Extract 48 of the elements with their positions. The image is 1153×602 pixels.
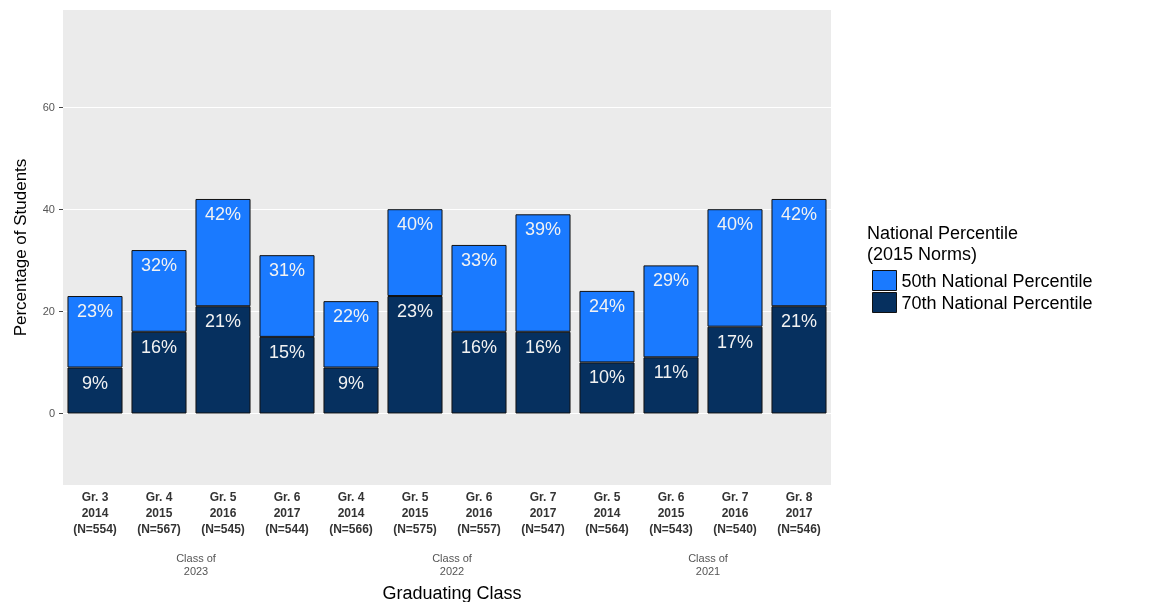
total-label: 33% <box>460 249 498 270</box>
x-tick-label: Gr. 6 2016 (N=557) <box>457 490 501 536</box>
x-tick-label: Gr. 7 2016 (N=540) <box>713 490 757 536</box>
total-label: 40% <box>396 214 434 235</box>
total-label: 42% <box>204 203 242 224</box>
data-label: 21% <box>780 311 818 332</box>
total-label: 29% <box>652 270 690 291</box>
x-tick-label: Gr. 6 2017 (N=544) <box>265 490 309 536</box>
total-label: 40% <box>716 214 754 235</box>
text: Class of 2023 <box>176 551 217 577</box>
total-label: 24% <box>588 295 626 316</box>
total-label: 42% <box>780 203 818 224</box>
x-axis-title: Graduating Class <box>382 583 522 602</box>
data-label: 9% <box>337 372 365 393</box>
x-tick-label: Gr. 7 2017 (N=547) <box>521 490 565 536</box>
data-label: 23% <box>396 301 434 322</box>
x-tick-label: Gr. 8 2017 (N=546) <box>777 490 821 536</box>
data-label: 16% <box>140 336 178 357</box>
data-label: 17% <box>716 331 754 352</box>
text: Class of 2021 <box>688 551 729 577</box>
legend-label: 70th National Percentile <box>901 292 1093 313</box>
data-label: 16% <box>460 336 498 357</box>
data-label: 21% <box>204 311 242 332</box>
x-tick-label: Gr. 4 2014 (N=566) <box>329 490 373 536</box>
x-tick-label: Gr. 6 2015 (N=543) <box>649 490 693 536</box>
legend-title: National Percentile (2015 Norms) <box>867 222 1019 264</box>
total-label: 39% <box>524 219 562 240</box>
y-axis-title: Percentage of Students <box>11 158 30 337</box>
data-label: 16% <box>524 336 562 357</box>
legend-label: 50th National Percentile <box>901 270 1093 291</box>
y-tick-label: 20 <box>42 305 55 318</box>
total-label: 31% <box>268 260 306 281</box>
text: Class of 2022 <box>432 551 473 577</box>
y-tick-label: 60 <box>42 101 55 114</box>
total-label: 32% <box>140 255 178 276</box>
total-label: 23% <box>76 301 114 322</box>
y-tick-label: 0 <box>48 407 55 420</box>
y-tick-label: 40 <box>42 203 55 216</box>
data-label: 11% <box>653 362 689 383</box>
x-tick-label: Gr. 5 2016 (N=545) <box>201 490 245 536</box>
data-label: 9% <box>81 372 109 393</box>
total-label: 22% <box>332 306 370 327</box>
x-tick-label: Gr. 5 2015 (N=575) <box>393 490 437 536</box>
data-label: 10% <box>588 367 626 388</box>
x-tick-label: Gr. 5 2014 (N=564) <box>585 490 629 536</box>
x-tick-label: Gr. 4 2015 (N=567) <box>137 490 181 536</box>
x-tick-label: Gr. 3 2014 (N=554) <box>73 490 117 536</box>
data-label: 15% <box>268 341 306 362</box>
